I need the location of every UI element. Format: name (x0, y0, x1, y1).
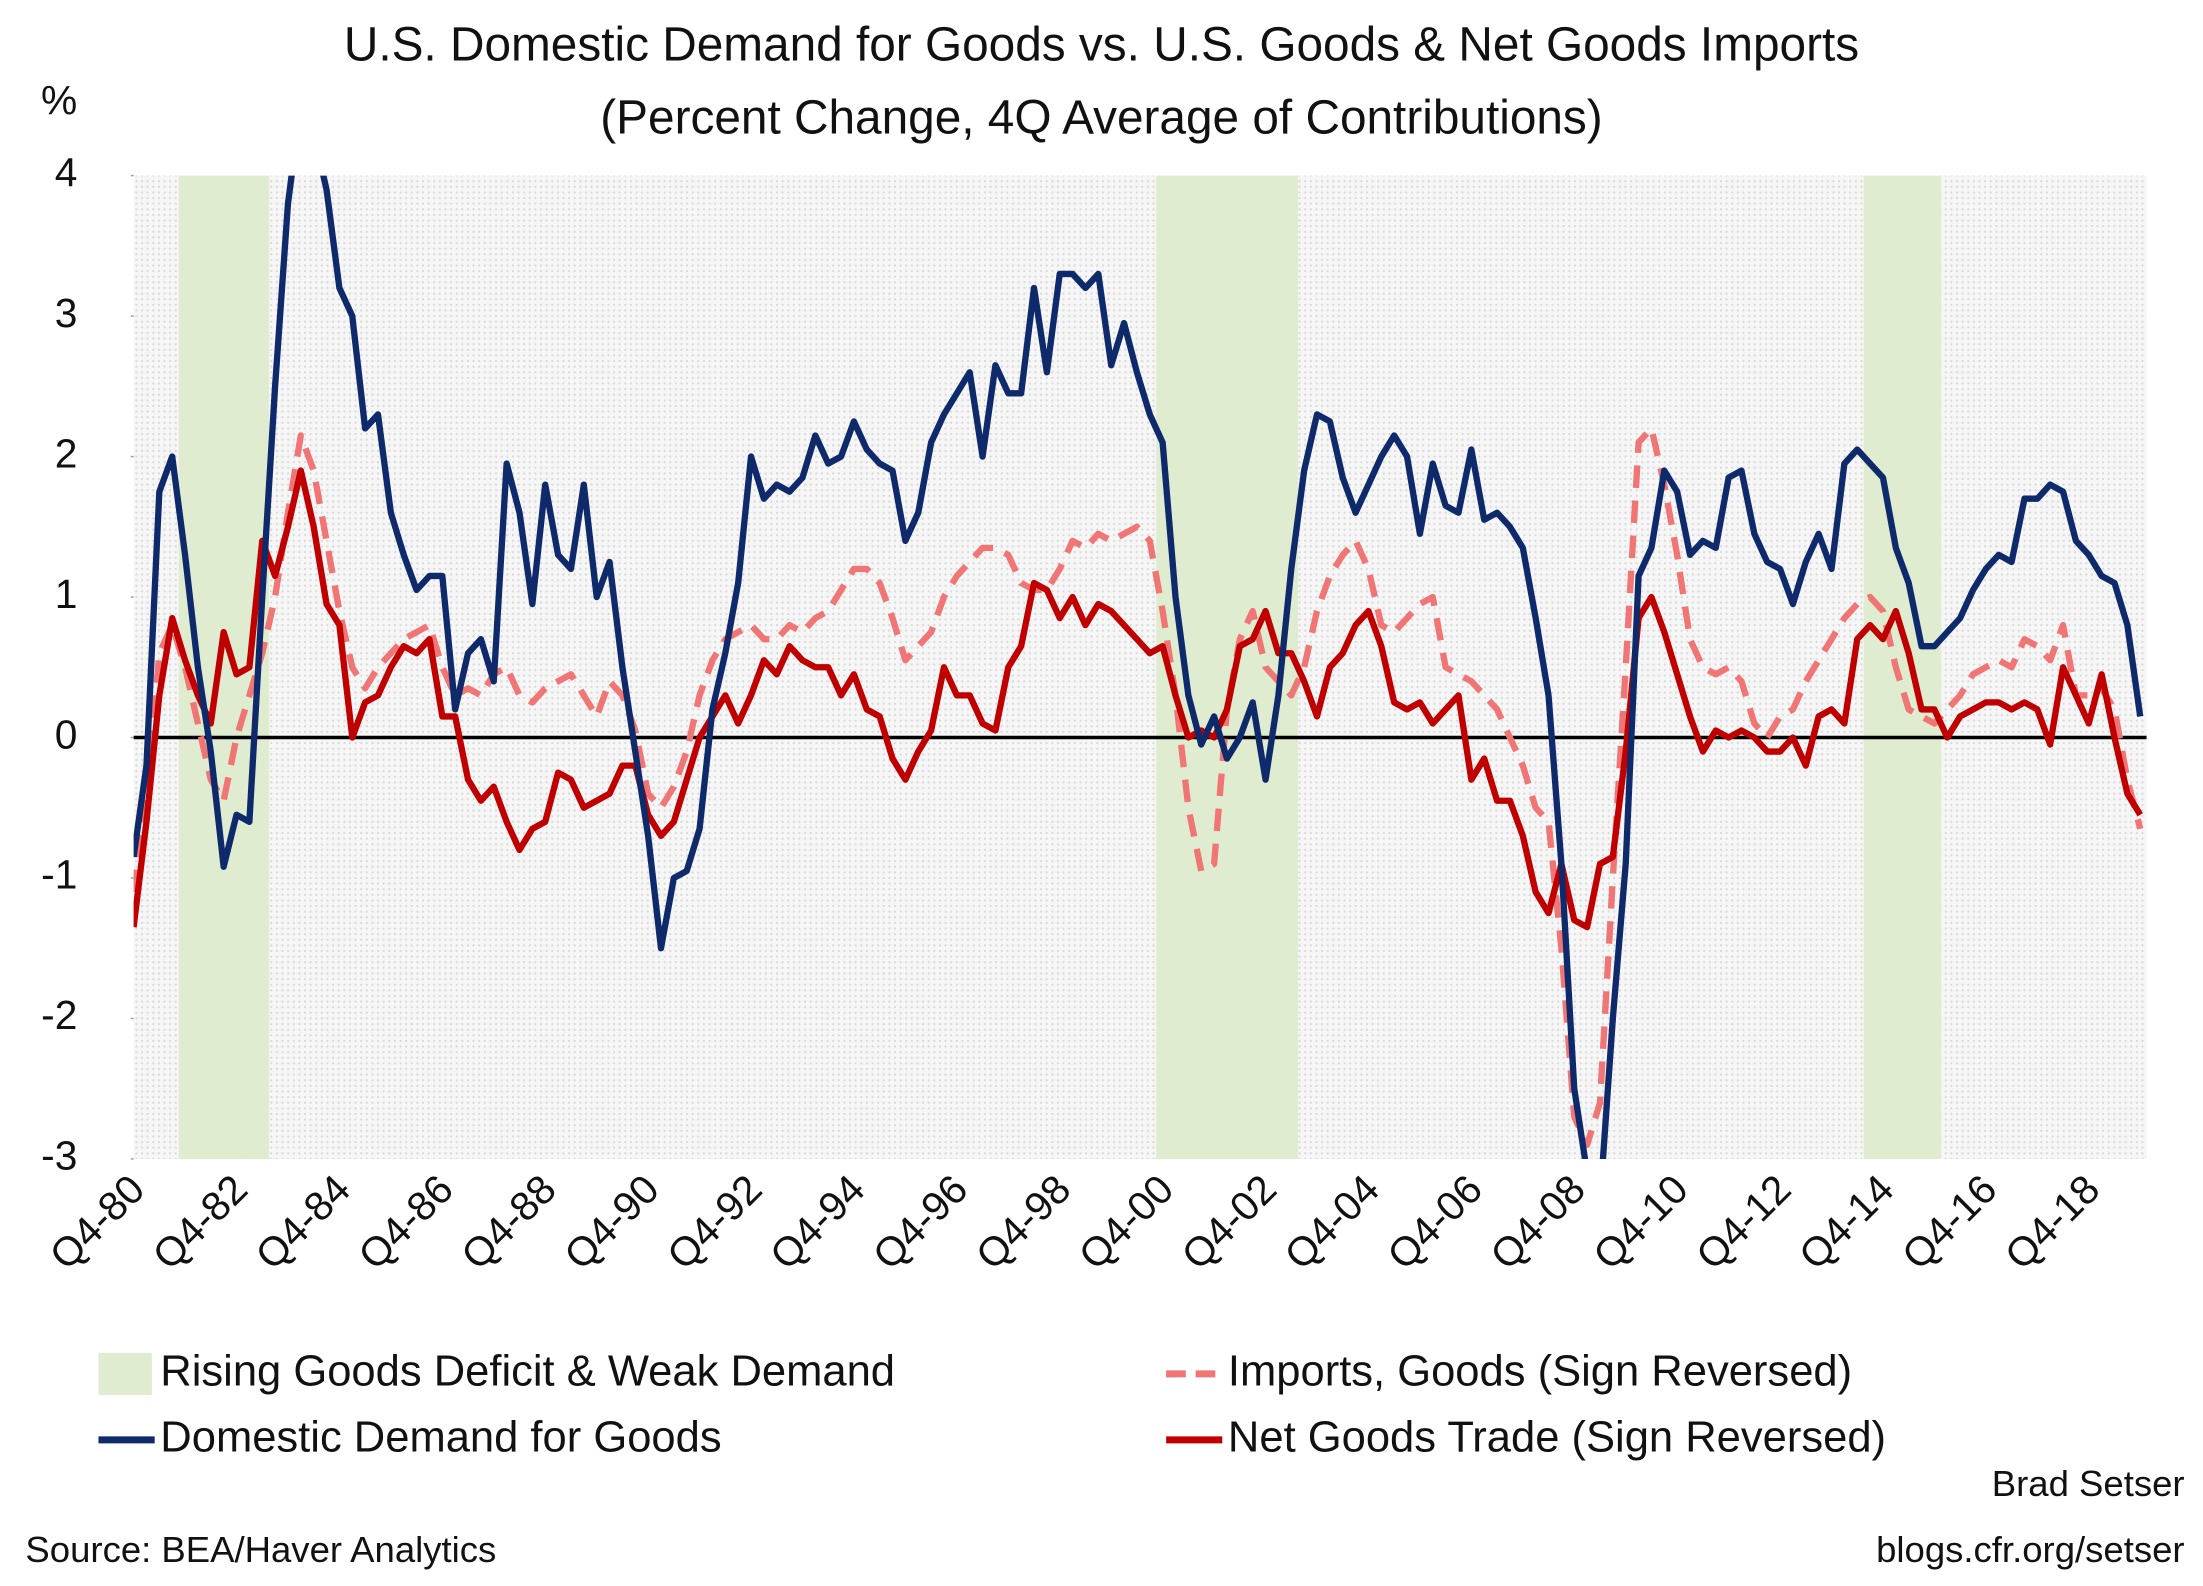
plot-area (133, 175, 2147, 1159)
shaded-period (1863, 175, 1877, 1159)
series-line (133, 175, 2144, 1159)
legend-label: Domestic Demand for Goods (160, 1413, 721, 1461)
shaded-period (1246, 175, 1260, 1159)
shaded-period (1194, 175, 1209, 1159)
legend-swatch (98, 1352, 152, 1395)
x-tick-label: Q4-86 (349, 1166, 462, 1279)
y-tick-label: 0 (55, 711, 78, 757)
y-unit: % (41, 78, 77, 124)
url: blogs.cfr.org/setser (1876, 1529, 2184, 1570)
x-tick-label: Q4-14 (1790, 1166, 1903, 1279)
x-tick-label: Q4-10 (1584, 1166, 1697, 1279)
shaded-period (1156, 175, 1170, 1159)
legend-label: Imports, Goods (Sign Reversed) (1228, 1347, 1852, 1395)
x-tick-label: Q4-94 (761, 1166, 874, 1279)
x-tick-label: Q4-06 (1378, 1166, 1491, 1279)
shaded-period (204, 175, 218, 1159)
x-tick-label: Q4-02 (1173, 1166, 1286, 1279)
x-tick-label: Q4-16 (1893, 1166, 2006, 1279)
y-tick-label: 1 (55, 571, 78, 617)
x-tick-label: Q4-90 (555, 1166, 668, 1279)
y-tick-label: 4 (55, 149, 78, 195)
shaded-period (1207, 175, 1221, 1159)
x-tick-label: Q4-80 (41, 1166, 154, 1279)
x-tick-label: Q4-04 (1275, 1166, 1388, 1279)
x-tick-label: Q4-00 (1070, 1166, 1183, 1279)
x-tick-label: Q4-84 (246, 1166, 359, 1279)
shaded-period (1927, 175, 1942, 1159)
author: Brad Setser (1992, 1463, 2185, 1504)
y-tick-label: 2 (55, 430, 78, 476)
x-tick-label: Q4-18 (1996, 1166, 2109, 1279)
series-line (133, 425, 2144, 1149)
y-tick-label: 3 (55, 290, 78, 336)
shaded-period (1220, 175, 1234, 1159)
x-tick-label: Q4-82 (144, 1166, 257, 1279)
y-tick-label: -1 (41, 852, 77, 898)
legend-label: Rising Goods Deficit & Weak Demand (160, 1347, 895, 1395)
shaded-period (255, 175, 270, 1159)
shaded-period (217, 175, 231, 1159)
y-tick-label: -3 (41, 1133, 77, 1179)
x-tick-label: Q4-92 (658, 1166, 771, 1279)
shaded-period (1169, 175, 1183, 1159)
x-tick-label: Q4-88 (452, 1166, 565, 1279)
y-tick-label: -2 (41, 992, 77, 1038)
shaded-period (1284, 175, 1299, 1159)
series-line (133, 467, 2143, 931)
chart-subtitle: (Percent Change, 4Q Average of Contribut… (600, 91, 1602, 144)
shaded-period (1233, 175, 1247, 1159)
x-tick-label: Q4-12 (1687, 1166, 1800, 1279)
source: Source: BEA/Haver Analytics (25, 1529, 496, 1570)
shaded-period (1876, 175, 1890, 1159)
x-tick-label: Q4-98 (967, 1166, 1080, 1279)
shaded-period (1181, 175, 1196, 1159)
shaded-period (1915, 175, 1929, 1159)
legend-label: Net Goods Trade (Sign Reversed) (1228, 1413, 1886, 1461)
chart-title: U.S. Domestic Demand for Goods vs. U.S. … (344, 18, 1859, 71)
x-tick-label: Q4-08 (1481, 1166, 1594, 1279)
x-tick-label: Q4-96 (864, 1166, 977, 1279)
